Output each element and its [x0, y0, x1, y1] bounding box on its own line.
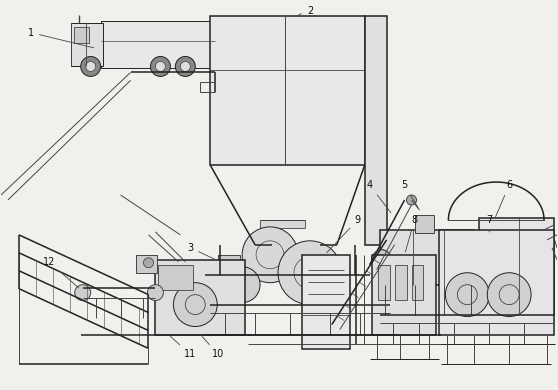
Circle shape	[174, 283, 217, 326]
Circle shape	[224, 267, 260, 303]
Bar	[218, 255, 240, 273]
Bar	[158, 265, 193, 290]
Bar	[372, 255, 436, 335]
Text: 5: 5	[401, 180, 418, 207]
Circle shape	[86, 62, 95, 71]
Bar	[136, 255, 157, 273]
Circle shape	[383, 301, 397, 316]
Bar	[210, 16, 365, 165]
Bar	[415, 215, 435, 233]
Text: 8: 8	[405, 215, 417, 252]
Circle shape	[147, 285, 163, 301]
Bar	[260, 220, 305, 228]
Bar	[365, 16, 387, 245]
Bar	[479, 218, 554, 315]
Circle shape	[242, 227, 298, 283]
Bar	[100, 21, 215, 69]
Text: 3: 3	[187, 243, 218, 261]
Text: 7: 7	[486, 215, 492, 232]
Circle shape	[81, 57, 100, 76]
Text: 2: 2	[299, 6, 313, 16]
Bar	[156, 260, 245, 335]
Text: 4: 4	[367, 180, 391, 213]
Circle shape	[151, 57, 170, 76]
Text: 12: 12	[42, 257, 79, 288]
Bar	[378, 265, 389, 300]
Circle shape	[487, 273, 531, 317]
Circle shape	[75, 285, 90, 301]
Circle shape	[180, 62, 190, 71]
Circle shape	[156, 62, 165, 71]
Circle shape	[143, 258, 153, 268]
Text: 10: 10	[202, 337, 224, 360]
Bar	[71, 23, 103, 66]
Circle shape	[445, 273, 489, 317]
Circle shape	[203, 301, 217, 316]
Text: 9: 9	[327, 215, 361, 253]
Circle shape	[407, 195, 416, 205]
Bar	[440, 230, 554, 335]
Bar	[486, 230, 514, 270]
Bar	[395, 265, 407, 300]
Circle shape	[175, 57, 195, 76]
Circle shape	[372, 250, 392, 270]
Text: 1: 1	[28, 28, 94, 48]
Text: 11: 11	[170, 336, 196, 360]
Circle shape	[220, 261, 228, 269]
Bar	[379, 230, 474, 285]
Circle shape	[278, 241, 342, 305]
Bar	[412, 265, 424, 300]
Bar	[302, 255, 350, 349]
Text: 6: 6	[496, 180, 512, 217]
Bar	[74, 27, 89, 43]
